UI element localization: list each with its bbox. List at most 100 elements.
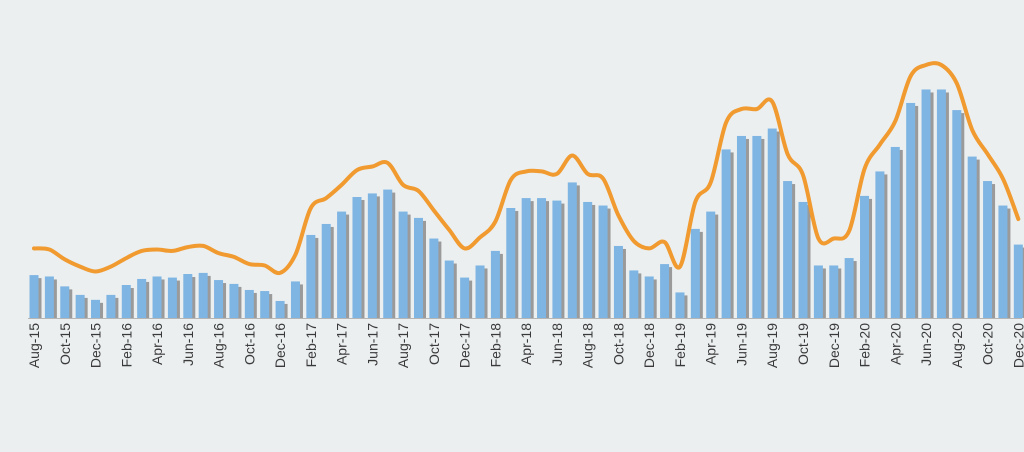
bar-May-16 [167,277,177,318]
bar-Mar-18 [506,208,516,318]
bar-Aug-18 [583,201,593,318]
bar-Feb-17 [306,234,316,318]
bar-Oct-19 [798,201,808,318]
bar-Jan-19 [660,264,670,318]
bar-Jul-19 [752,135,762,318]
bar-Apr-19 [706,211,716,318]
bar-Aug-17 [398,211,408,318]
bar-Jul-16 [198,272,208,318]
bar-Feb-18 [490,250,500,318]
x-tick-label: Oct-16 [241,323,257,365]
x-tick-label: Oct-18 [610,323,626,365]
x-tick-label: Jun-17 [364,323,380,366]
bar-May-20 [906,102,916,318]
bar-Oct-16 [244,289,254,318]
bar-Oct-17 [429,238,439,318]
x-tick-label: Oct-17 [426,323,442,365]
bar-Feb-20 [860,195,870,318]
bar-Apr-16 [152,276,162,318]
x-tick-label: Aug-16 [211,323,227,368]
bar-May-17 [352,197,362,318]
bar-Aug-16 [214,280,224,318]
bar-Sep-16 [229,283,239,318]
bar-Jun-16 [183,274,193,318]
bar-Jun-19 [736,135,746,318]
x-tick-label: Aug-18 [580,323,596,368]
bar-Dec-20 [1013,244,1023,318]
x-tick-label: Apr-18 [518,323,534,365]
bar-Aug-20 [952,110,962,318]
bar-Apr-20 [890,146,900,318]
bar-Oct-20 [983,181,993,318]
bar-Mar-17 [321,223,331,318]
bar-Oct-18 [613,245,623,318]
bar-Jan-20 [844,258,854,318]
x-tick-label: Feb-19 [672,323,688,368]
bar-Mar-20 [875,171,885,318]
bar-Nov-16 [260,291,270,318]
bar-Jul-17 [383,189,393,318]
x-tick-label: Apr-19 [703,323,719,365]
x-tick-label: Feb-20 [857,323,873,368]
bar-Jan-17 [290,281,300,318]
x-tick-label: Oct-20 [980,323,996,365]
bar-Dec-17 [460,277,470,318]
x-tick-label: Jun-20 [918,323,934,366]
x-tick-label: Jun-18 [549,323,565,366]
x-tick-label: Dec-18 [641,323,657,368]
x-tick-label: Feb-16 [118,323,134,368]
bar-Jun-17 [367,193,377,318]
bar-Nov-15 [75,294,85,318]
bar-Jun-18 [552,200,562,318]
bar-Dec-15 [91,299,101,318]
bar-Nov-20 [998,205,1008,318]
bar-Jul-18 [567,182,577,318]
bar-Aug-19 [767,128,777,318]
x-tick-label: Feb-17 [303,323,319,368]
x-tick-label: Apr-20 [887,323,903,365]
x-tick-label: Apr-17 [334,323,350,365]
bar-Jun-20 [921,89,931,318]
bar-Mar-16 [137,278,147,318]
x-tick-label: Dec-17 [457,323,473,368]
x-tick-label: Dec-15 [88,323,104,368]
x-tick-label: Apr-16 [149,323,165,365]
bar-Feb-16 [121,285,131,318]
x-tick-label: Oct-19 [795,323,811,365]
bar-Oct-15 [60,286,70,318]
bar-Nov-18 [629,270,639,318]
x-tick-label: Oct-15 [57,323,73,365]
bar-Feb-19 [675,292,685,318]
bar-Sep-20 [967,156,977,318]
bar-Aug-15 [29,275,39,318]
bar-Jul-20 [936,89,946,318]
bar-Nov-17 [444,260,454,318]
x-tick-label: Dec-19 [826,323,842,368]
bar-series [29,89,1024,318]
bar-Dec-18 [644,276,654,318]
bar-Mar-19 [690,228,700,318]
x-tick-label: Jun-16 [180,323,196,366]
bar-Nov-19 [813,265,823,318]
line-series [32,61,1021,276]
bar-Sep-18 [598,205,608,318]
x-tick-label: Aug-17 [395,323,411,368]
bar-May-18 [537,198,547,318]
x-tick-label: Aug-15 [26,323,42,368]
bar-Apr-18 [521,198,531,318]
bar-Sep-15 [44,276,54,318]
x-tick-label: Feb-18 [487,323,503,368]
x-tick-label: Dec-16 [272,323,288,368]
bar-Dec-19 [829,265,839,318]
bar-Apr-17 [337,211,347,318]
bar-Sep-19 [783,181,793,318]
bar-Jan-16 [106,294,116,318]
bar-May-19 [721,149,731,318]
x-tick-label: Jun-19 [733,323,749,366]
x-tick-label: Aug-19 [764,323,780,368]
bar-Jan-18 [475,265,485,318]
x-tick-label: Dec-20 [1010,323,1024,368]
x-axis-tick-labels: Aug-15 Oct-15 Dec-15 Feb-16 Apr-16 Jun-16 Aug-… [26,323,1024,368]
bar-Dec-16 [275,300,285,318]
